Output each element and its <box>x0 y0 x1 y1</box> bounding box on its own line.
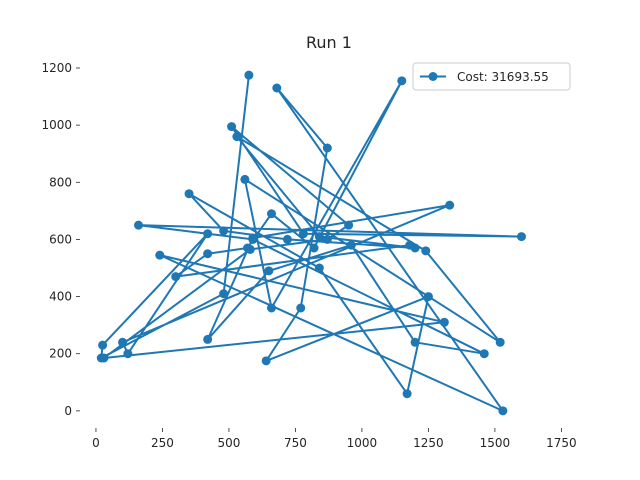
data-point <box>445 200 455 210</box>
axes: 0 250 500 750 1000 1250 1500 1750 0 200 400 600 800 1… <box>41 61 576 450</box>
legend: Cost: 31693.55 <box>412 62 571 91</box>
data-point <box>298 229 308 239</box>
data-point <box>232 132 242 142</box>
data-point <box>296 303 306 313</box>
y-tick-label: 1000 <box>41 118 72 132</box>
legend-marker <box>428 72 438 81</box>
x-tick-label: 0 <box>92 436 100 450</box>
x-tick-label: 1500 <box>480 436 511 450</box>
data-point <box>405 240 415 250</box>
data-point <box>219 226 229 236</box>
x-tick-label: 1000 <box>347 436 378 450</box>
data-point <box>309 243 319 253</box>
data-point <box>402 389 412 399</box>
data-point <box>248 234 258 244</box>
data-point <box>244 70 254 80</box>
data-point <box>184 189 194 199</box>
data-point <box>495 337 505 347</box>
data-point <box>261 356 271 366</box>
y-tick-label: 400 <box>49 290 72 304</box>
data-point <box>118 337 128 347</box>
data-point <box>243 243 253 253</box>
plot-area <box>96 70 526 416</box>
data-point <box>123 349 133 359</box>
y-tick-label: 800 <box>49 175 72 189</box>
data-point <box>410 337 420 347</box>
x-tick-label: 1250 <box>413 436 444 450</box>
data-point <box>266 303 276 313</box>
data-point <box>155 250 165 260</box>
legend-label: Cost: 31693.55 <box>457 70 549 84</box>
x-tick-label: 250 <box>151 436 174 450</box>
data-point <box>498 406 508 416</box>
y-tick-label: 0 <box>64 404 72 418</box>
data-point <box>314 232 324 242</box>
data-point <box>421 246 431 256</box>
series-line <box>100 74 523 412</box>
data-point <box>266 209 276 219</box>
data-point <box>203 229 213 239</box>
data-point <box>322 234 332 244</box>
data-point <box>397 76 407 86</box>
data-point <box>99 353 109 363</box>
data-point <box>346 240 356 250</box>
data-point <box>439 317 449 327</box>
data-point <box>264 266 274 276</box>
y-tick-label: 600 <box>49 232 72 246</box>
data-point <box>322 143 332 153</box>
x-tick-label: 750 <box>284 436 307 450</box>
data-point <box>479 349 489 359</box>
data-point <box>516 232 526 242</box>
data-point <box>240 174 250 184</box>
data-point <box>314 263 324 273</box>
data-point <box>344 220 354 230</box>
data-point <box>282 234 292 244</box>
legend-box <box>412 62 571 91</box>
data-point <box>134 220 144 230</box>
data-point <box>98 340 108 350</box>
data-point <box>203 334 213 344</box>
y-tick-label: 200 <box>49 347 72 361</box>
data-point <box>227 122 237 132</box>
data-point <box>219 289 229 299</box>
data-point <box>423 292 433 302</box>
chart-title: Run 1 <box>306 33 352 52</box>
data-point <box>272 83 282 93</box>
x-tick-label: 500 <box>217 436 240 450</box>
data-point <box>171 272 181 282</box>
x-tick-label: 1750 <box>546 436 577 450</box>
data-point <box>203 249 213 259</box>
y-tick-label: 1200 <box>41 61 72 75</box>
